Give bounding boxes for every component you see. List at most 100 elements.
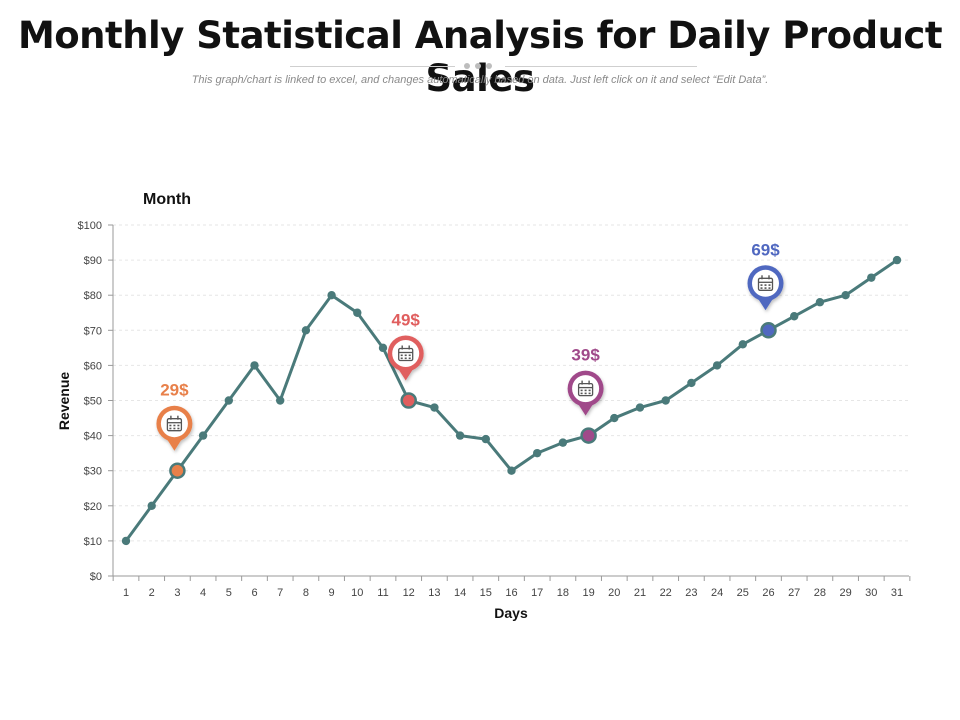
y-tick-label: $30 xyxy=(84,466,102,478)
x-tick-label: 6 xyxy=(251,587,257,599)
calendar-cell xyxy=(408,357,411,360)
x-tick-label: 25 xyxy=(737,587,749,599)
data-point xyxy=(712,361,722,370)
highlight-label: 39$ xyxy=(571,346,600,365)
data-point xyxy=(661,396,670,405)
data-point xyxy=(353,308,362,317)
x-tick-label: 12 xyxy=(403,587,415,599)
title-divider-dots xyxy=(464,63,492,69)
x-tick-label: 3 xyxy=(174,587,180,599)
x-tick-label: 17 xyxy=(531,587,543,599)
x-tick-label: 11 xyxy=(377,587,388,599)
data-point xyxy=(224,396,233,405)
x-tick-label: 22 xyxy=(660,587,672,599)
calendar-cell xyxy=(764,284,767,286)
x-tick-label: 5 xyxy=(226,587,232,599)
data-point xyxy=(687,378,696,388)
calendar-cell xyxy=(588,389,591,392)
highlight-point xyxy=(760,322,777,339)
y-tick-label: $40 xyxy=(84,431,102,443)
calendar-cell xyxy=(177,424,180,427)
calendar-body xyxy=(166,418,183,432)
data-point xyxy=(738,340,747,349)
data-point xyxy=(867,273,876,282)
y-tick-label: $80 xyxy=(84,290,102,302)
y-tick-label: $70 xyxy=(84,325,102,337)
calendar-body xyxy=(577,382,594,397)
y-tick-label: $0 xyxy=(90,571,102,583)
data-point xyxy=(430,403,439,412)
data-point xyxy=(815,298,825,307)
x-tick-label: 28 xyxy=(814,587,826,599)
x-tick-label: 30 xyxy=(865,587,877,599)
x-tick-label: 15 xyxy=(480,587,492,599)
data-point xyxy=(198,431,208,440)
y-tick-label: $100 xyxy=(78,220,102,232)
calendar-body xyxy=(398,347,414,362)
data-point xyxy=(610,413,619,423)
data-point xyxy=(841,291,850,300)
x-tick-label: 4 xyxy=(200,587,206,599)
data-point xyxy=(558,438,568,447)
y-tick-label: $50 xyxy=(84,396,102,408)
calendar-cell xyxy=(177,427,180,430)
data-point xyxy=(147,501,156,510)
x-tick-label: 26 xyxy=(762,587,774,599)
x-tick-label: 31 xyxy=(891,587,903,599)
calendar-cell xyxy=(588,392,591,395)
calendar-icon xyxy=(398,345,414,362)
x-tick-label: 29 xyxy=(839,587,851,599)
calendar-cell xyxy=(584,392,587,395)
y-axis-title: Revenue xyxy=(56,372,72,431)
calendar-cell xyxy=(400,354,403,357)
data-point xyxy=(892,255,902,265)
calendar-cell xyxy=(404,357,407,360)
calendar-cell xyxy=(580,389,583,392)
highlight-point xyxy=(400,392,417,409)
x-tick-label: 20 xyxy=(608,587,620,599)
x-tick-label: 14 xyxy=(454,587,466,599)
calendar-cell xyxy=(169,427,172,430)
calendar-cell xyxy=(400,357,403,360)
highlight-label: 29$ xyxy=(160,381,189,400)
pin-face xyxy=(392,340,420,367)
pin-face xyxy=(572,375,600,403)
page-subtitle: This graph/chart is linked to excel, and… xyxy=(191,74,769,86)
x-tick-label: 27 xyxy=(788,587,800,599)
x-tick-label: 24 xyxy=(711,587,723,599)
data-point xyxy=(121,536,131,546)
calendar-cell xyxy=(404,354,407,357)
data-point xyxy=(327,291,336,300)
title-divider-right xyxy=(505,66,697,67)
x-tick-label: 10 xyxy=(351,587,363,599)
x-axis-title: Days xyxy=(494,605,528,621)
calendar-cell xyxy=(760,284,763,286)
calendar-cell xyxy=(768,287,771,289)
y-tick-label: $90 xyxy=(84,255,102,267)
data-point xyxy=(533,448,542,458)
data-point xyxy=(455,431,465,440)
x-tick-label: 9 xyxy=(329,587,335,599)
x-tick-label: 2 xyxy=(149,587,155,599)
data-point xyxy=(481,434,490,444)
calendar-cell xyxy=(580,392,583,395)
calendar-cell xyxy=(760,287,763,289)
pin-face xyxy=(160,410,188,438)
calendar-cell xyxy=(173,424,176,427)
title-divider-left xyxy=(290,66,455,67)
x-tick-label: 1 xyxy=(123,587,129,599)
calendar-cell xyxy=(764,287,767,289)
highlight-label: 69$ xyxy=(751,240,780,259)
pin-face xyxy=(752,269,779,297)
data-point xyxy=(276,396,285,405)
x-tick-label: 8 xyxy=(303,587,309,599)
calendar-icon xyxy=(577,380,594,397)
calendar-cell xyxy=(408,354,411,357)
data-point xyxy=(378,343,388,353)
data-point xyxy=(250,361,259,370)
y-tick-label: $60 xyxy=(84,360,102,372)
x-tick-label: 19 xyxy=(582,587,594,599)
x-tick-label: 7 xyxy=(277,587,283,599)
y-tick-label: $20 xyxy=(84,501,102,513)
